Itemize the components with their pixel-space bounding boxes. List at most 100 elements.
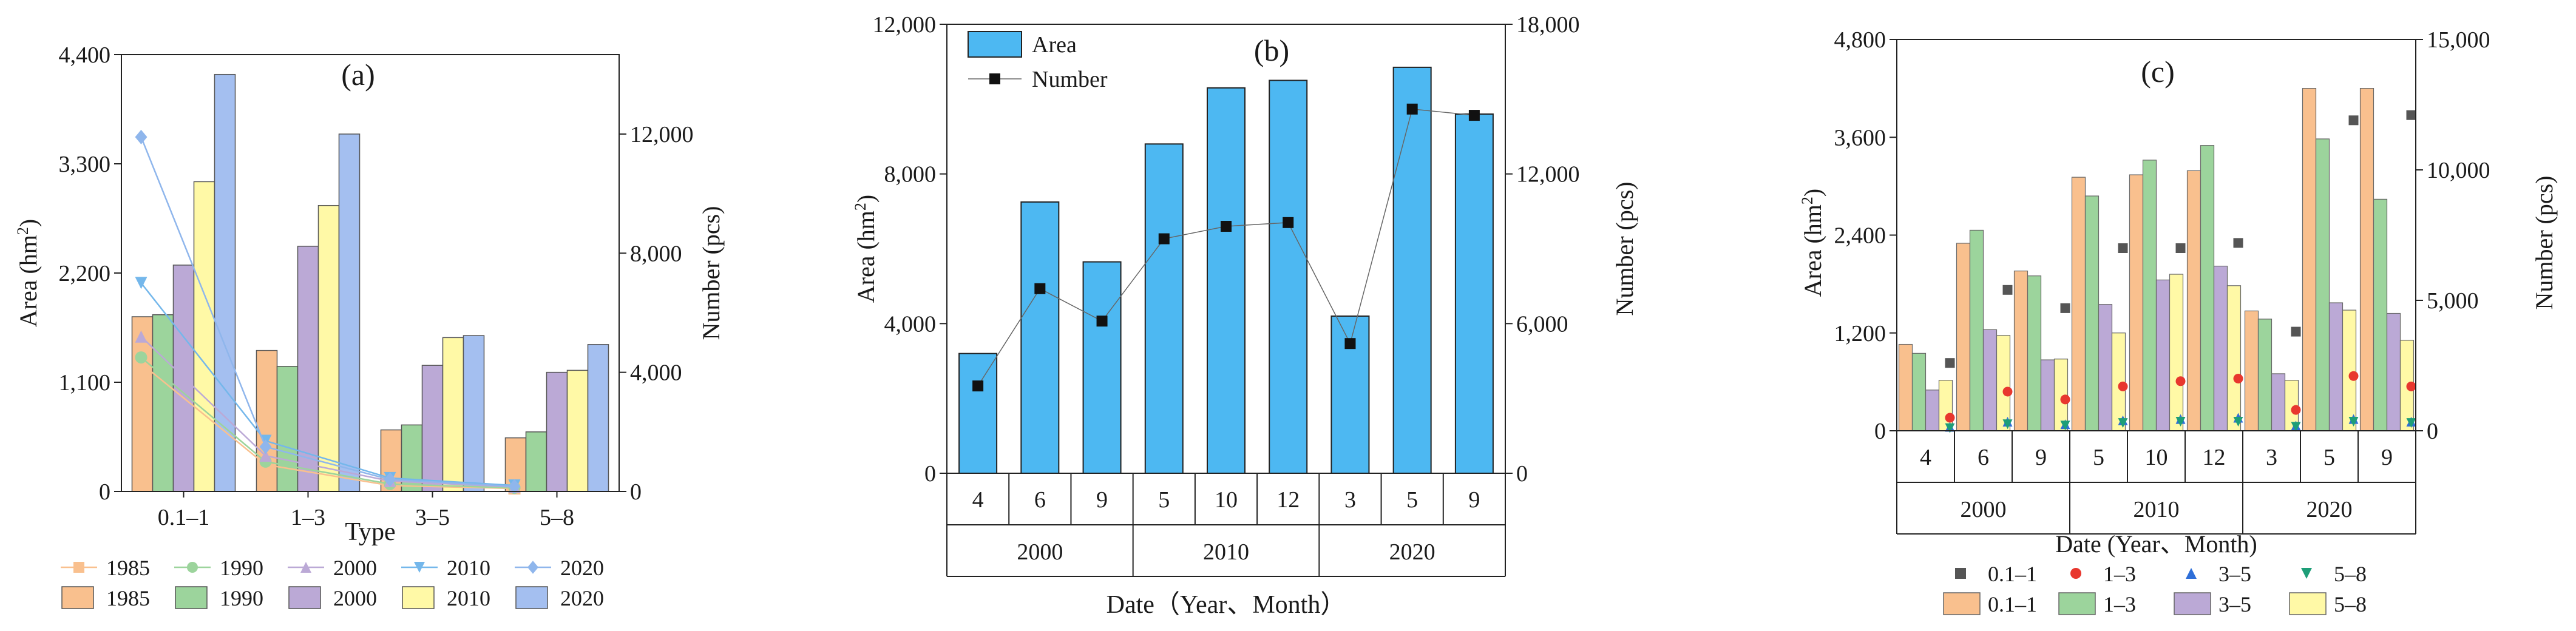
point-b-8 [1468, 110, 1480, 121]
bar-b-5 [1269, 79, 1308, 474]
point-a-2020-3 [508, 479, 521, 494]
point-b-7 [1406, 103, 1418, 115]
point-a-2000-1 [259, 450, 272, 462]
legend-marker-c-1 [2070, 568, 2081, 579]
x-axis-title-b: Date（Year、Month） [1107, 591, 1346, 619]
panel-label-c: (c) [2141, 55, 2175, 89]
legend-label-a: 2020 [560, 556, 604, 580]
bar-b-0 [958, 353, 998, 474]
bar-b-3 [1144, 143, 1184, 474]
legend-marker-a-1990 [187, 562, 198, 573]
legend-marker-a-2000 [300, 562, 311, 573]
point-a-2000-0 [135, 330, 147, 343]
legend-marker-b-number [989, 73, 1000, 84]
point-a-1990-0 [135, 351, 147, 364]
bar-a-2010-0 [193, 181, 215, 492]
month-label: 5 [1158, 487, 1170, 513]
bar-c-1-0 [1911, 353, 1927, 431]
bar-b-2 [1082, 261, 1122, 474]
bar-c-2-1 [1982, 329, 1998, 431]
y-tick-label-right: 0 [2427, 419, 2438, 444]
point-c-1-2 [2060, 394, 2070, 405]
year-label: 2020 [1389, 539, 1435, 565]
month-label: 9 [1468, 487, 1480, 513]
point-c-3-5 [2233, 416, 2243, 427]
month-label: 3 [2266, 445, 2277, 470]
legend-label-a: 1990 [220, 556, 263, 580]
point-c-0-8 [2406, 110, 2416, 120]
bar-a-2010-3 [566, 369, 589, 492]
legend-label-a: 2020 [560, 586, 604, 610]
y-axis-title-left-c-superscript: 2 [1798, 197, 1816, 204]
point-b-5 [1283, 217, 1294, 228]
legend-swatch-c-0 [1943, 592, 1981, 615]
axes-frame-b [946, 24, 1506, 474]
y-tick-label-left: 3,300 [59, 152, 111, 177]
point-a-2020-1 [259, 439, 272, 454]
y-axis-title-left-b: Area (hm2) [852, 195, 880, 303]
point-c-0-1 [2002, 285, 2013, 295]
point-c-1-7 [2348, 371, 2359, 381]
y-tick-label-right: 6,000 [1516, 311, 1568, 337]
legend-swatch-b-area [968, 31, 1022, 58]
bar-c-1-4 [2142, 160, 2157, 431]
y-axis-title-left-b-superscript: 2 [852, 203, 869, 211]
y-tick-label-right: 4,000 [630, 360, 682, 386]
bar-c-1-2 [2027, 275, 2042, 431]
y-axis-title-right-c: Number (pcs) [2530, 175, 2558, 309]
bar-a-2000-3 [546, 371, 568, 492]
bar-c-2-4 [2155, 279, 2171, 431]
month-label: 9 [1096, 487, 1108, 513]
legend-label-a: 1985 [106, 586, 150, 610]
point-c-3-1 [2002, 419, 2013, 430]
legend-marker-c-2 [2186, 568, 2197, 579]
bar-c-2-7 [2328, 302, 2344, 431]
legend-marker-a-2020 [527, 561, 538, 574]
point-c-1-8 [2406, 381, 2416, 391]
legend-label-a: 2000 [333, 556, 377, 580]
bar-c-1-1 [1969, 229, 1984, 431]
line-a-1990 [140, 357, 515, 489]
legend-marker-a-1985 [73, 562, 84, 573]
legend-label-a: 1990 [220, 586, 263, 610]
y-tick-label-right: 10,000 [2427, 158, 2490, 183]
bar-c-0-5 [2186, 170, 2201, 431]
y-tick-label-left: 4,800 [1834, 27, 1886, 53]
legend-label-c: 0.1–1 [1988, 562, 2037, 586]
legend-swatch-c-2 [2174, 592, 2211, 615]
point-a-2020-0 [135, 129, 147, 144]
point-c-3-7 [2348, 416, 2359, 427]
y-axis-title-left-a: Area (hm2) [14, 219, 42, 327]
point-c-0-6 [2291, 326, 2301, 337]
y-axis-title-right-b: Number (pcs) [1611, 181, 1638, 316]
y-tick-label-left: 0 [924, 461, 936, 487]
legend-swatch-a-1985 [61, 586, 94, 609]
point-c-0-5 [2233, 238, 2243, 248]
legend-label-a: 1985 [106, 556, 150, 580]
bar-c-1-8 [2373, 198, 2388, 431]
point-c-3-0 [1945, 423, 1955, 433]
bar-a-2020-1 [338, 133, 361, 492]
legend-swatch-c-1 [2058, 592, 2096, 615]
y-tick-label-right: 15,000 [2427, 27, 2490, 53]
legend-label-a: 2010 [447, 556, 490, 580]
bar-c-0-3 [2071, 177, 2086, 431]
bar-a-2010-2 [442, 337, 464, 492]
y-axis-title-left-a-tail: ) [15, 219, 42, 227]
point-c-1-4 [2175, 376, 2186, 386]
legend-label-c: 1–3 [2103, 562, 2136, 586]
month-label: 10 [2145, 445, 2168, 470]
legend-swatch-a-2000 [288, 586, 321, 609]
point-c-3-6 [2291, 422, 2301, 432]
year-label: 2000 [1961, 497, 2007, 522]
y-tick-label-right: 18,000 [1516, 12, 1580, 38]
y-tick-label-right: 12,000 [630, 122, 694, 147]
point-b-1 [1034, 283, 1046, 294]
y-tick-label-left: 2,200 [59, 261, 111, 286]
point-c-1-1 [2002, 386, 2013, 397]
legend-label-c: 3–5 [2218, 562, 2251, 586]
bar-c-1-3 [2084, 195, 2100, 431]
bar-a-2000-2 [421, 365, 444, 492]
